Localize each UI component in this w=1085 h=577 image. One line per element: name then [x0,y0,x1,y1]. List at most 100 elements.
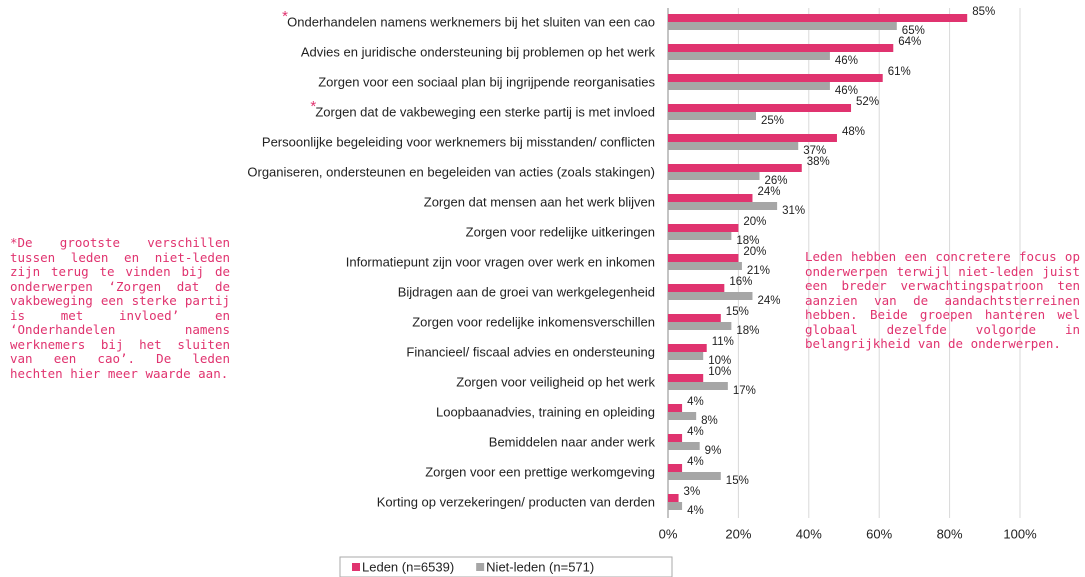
legend-box [339,556,673,577]
bar [668,344,707,352]
x-tick-label: 0% [659,526,678,541]
bar [668,172,760,180]
bar [668,142,799,150]
legend-swatch [476,563,485,571]
bar [668,472,721,480]
value-label: 61% [888,66,911,78]
value-label: 15% [726,475,749,487]
left-note: *De grootste verschillen tussen leden en… [10,235,230,381]
bar [668,494,679,502]
category-label: Korting op verzekeringen/ producten van … [377,494,655,509]
category-label: Informatiepunt zijn voor vragen over wer… [346,254,655,269]
bar [668,112,756,120]
value-label: 38% [807,156,830,168]
category-label: Zorgen voor veiligheid op het werk [456,374,655,389]
category-label: Loopbaanadvies, training en opleiding [436,404,655,419]
value-label: 4% [687,456,704,468]
bar [668,502,683,510]
value-label: 9% [705,445,722,457]
bar [668,314,721,322]
value-label: 46% [835,85,858,97]
bar [668,44,894,52]
category-label: Zorgen dat mensen aan het werk blijven [424,194,655,209]
value-label: 4% [687,505,704,517]
x-tick-label: 20% [725,526,751,541]
bar [668,224,739,232]
bar [668,164,802,172]
value-label: 24% [757,295,780,307]
value-label: 20% [743,246,766,258]
legend-label: Leden (n=6539) [362,559,454,574]
value-label: 11% [712,336,734,348]
value-label: 4% [687,426,704,438]
category-label: Zorgen dat de vakbeweging een sterke par… [315,104,655,119]
bar [668,74,883,82]
value-label: 8% [701,415,718,427]
category-label: Zorgen voor redelijke inkomensverschille… [412,314,655,329]
x-tick-label: 80% [937,526,963,541]
footnote-mark: * [310,98,316,115]
x-tick-label: 100% [1003,526,1037,541]
bar [668,194,753,202]
category-label: Onderhandelen namens werknemers bij het … [287,14,655,29]
x-tick-label: 60% [866,526,892,541]
value-label: 48% [842,126,865,138]
bar [668,434,683,442]
bar [668,464,683,472]
category-label: Organiseren, ondersteunen en begeleiden … [247,164,655,179]
legend-label: Niet-leden (n=571) [486,559,594,574]
value-label: 10% [708,355,731,367]
bar [668,262,742,270]
category-label: Zorgen voor redelijke uitkeringen [466,224,655,239]
bar [668,104,852,112]
value-label: 31% [782,205,805,217]
value-label: 18% [736,235,759,247]
bar [668,52,830,60]
bar [668,292,753,300]
bar [668,254,739,262]
bar [668,382,728,390]
bar [668,14,968,22]
value-label: 26% [765,175,788,187]
bar [668,322,732,330]
value-label: 17% [733,385,756,397]
value-label: 65% [902,25,925,37]
value-label: 18% [736,325,759,337]
legend-swatch [352,563,360,571]
bar [668,284,725,292]
category-label: Advies en juridische ondersteuning bij p… [301,44,656,59]
category-label: Persoonlijke begeleiding voor werknemers… [262,134,655,149]
value-label: 37% [803,145,826,157]
value-label: 24% [757,186,780,198]
category-label: Zorgen voor een sociaal plan bij ingrijp… [318,74,655,89]
value-label: 85% [972,6,995,18]
bar [668,82,830,90]
value-label: 20% [743,216,766,228]
value-label: 3% [684,486,701,498]
bar [668,134,837,142]
category-label: Zorgen voor een prettige werkomgeving [425,464,655,479]
bar [668,202,778,210]
bar [668,232,732,240]
value-label: 46% [835,55,858,67]
value-label: 21% [747,265,770,277]
bar [668,442,700,450]
footnote-mark: * [282,8,288,25]
value-label: 10% [708,366,731,378]
x-tick-label: 40% [796,526,822,541]
category-label: Bemiddelen naar ander werk [489,434,656,449]
value-label: 25% [761,115,784,127]
value-label: 64% [898,36,921,48]
value-label: 52% [856,96,879,108]
bar [668,22,897,30]
bar [668,374,704,382]
value-label: 16% [729,276,752,288]
bar [668,412,697,420]
category-label: Bijdragen aan de groei van werkgelegenhe… [398,284,655,299]
bar [668,352,704,360]
right-note: Leden hebben een concretere focus op ond… [805,249,1080,351]
bar [668,404,683,412]
value-label: 4% [687,396,704,408]
